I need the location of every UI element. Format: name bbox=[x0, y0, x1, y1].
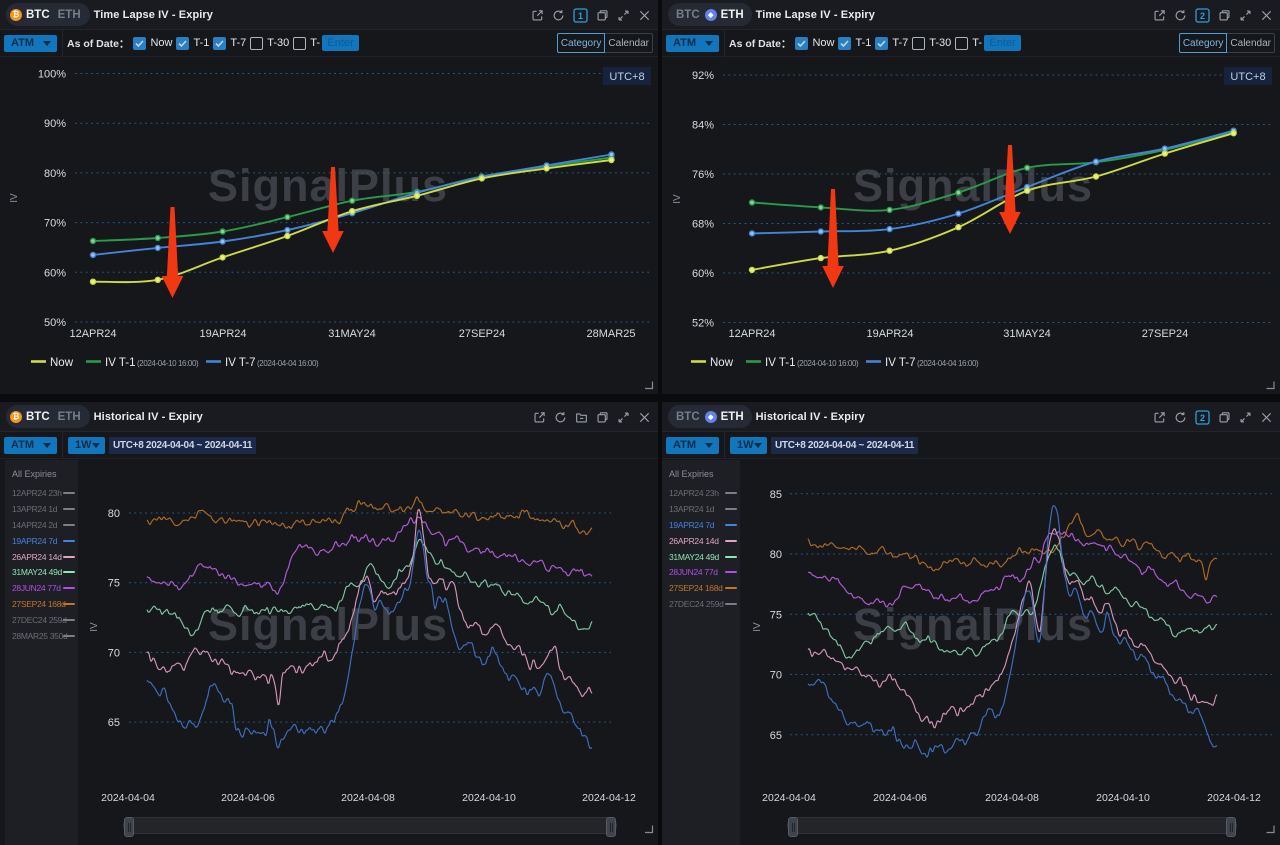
svg-text:1: 1 bbox=[578, 11, 583, 21]
svg-text:2: 2 bbox=[1200, 413, 1205, 423]
svg-text:2: 2 bbox=[1200, 11, 1205, 21]
